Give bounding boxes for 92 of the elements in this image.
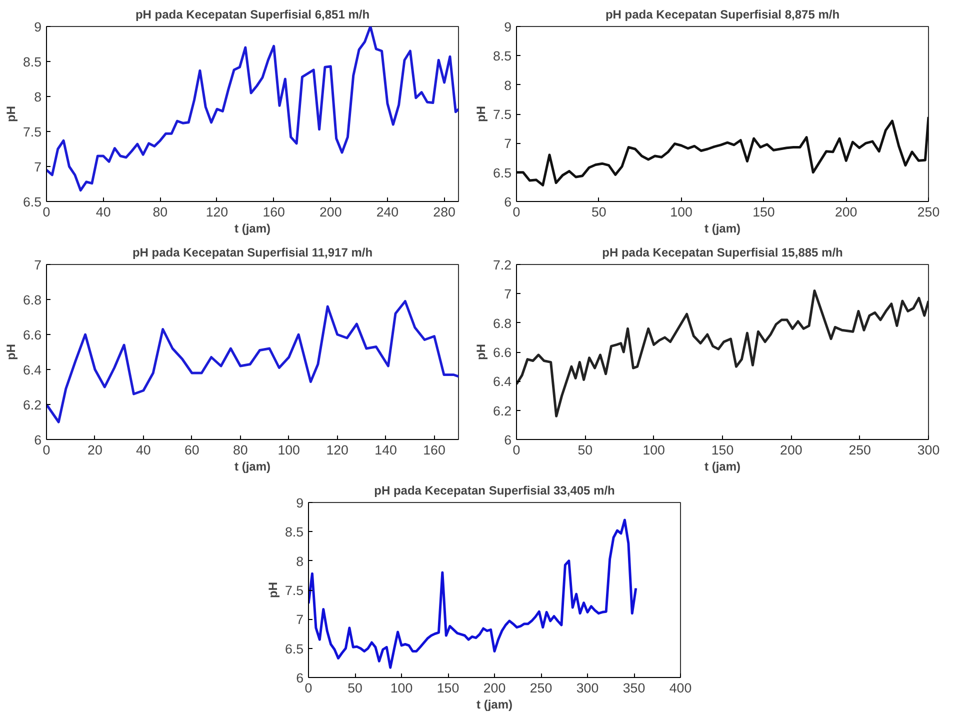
y-tick-label: 7	[34, 258, 42, 272]
line-series	[46, 300, 458, 424]
line-series	[516, 116, 928, 186]
line-series	[46, 26, 458, 192]
chart-title: pH pada Kecepatan Superfisial 6,851 m/h	[135, 8, 370, 22]
x-tick-label: 0	[512, 204, 520, 220]
x-tick-label: 50	[578, 442, 593, 458]
x-tick-label: 250	[530, 680, 552, 696]
y-tick-label: 6.4	[22, 362, 42, 378]
x-tick-label: 200	[834, 204, 858, 220]
y-tick-label: 7	[296, 612, 304, 628]
line-series	[308, 518, 638, 669]
x-tick-label: 120	[326, 442, 348, 458]
x-tick-label: 250	[848, 442, 871, 458]
x-axis-title: t (jam)	[704, 222, 741, 236]
x-tick-label: 140	[374, 442, 397, 458]
x-axis-title: t (jam)	[234, 460, 271, 474]
x-tick-label: 80	[152, 204, 168, 220]
x-tick-label: 200	[320, 204, 342, 220]
y-tick-label: 9	[34, 20, 42, 34]
y-tick-label: 9	[504, 20, 512, 34]
x-tick-label: 300	[917, 442, 940, 458]
x-tick-label: 400	[669, 680, 692, 696]
x-tick-label: 40	[136, 442, 151, 458]
y-tick-label: 7.2	[492, 258, 512, 272]
x-tick-label: 100	[390, 680, 413, 696]
y-tick-label: 6.5	[492, 165, 512, 180]
x-tick-label: 200	[780, 442, 802, 458]
x-tick-label: 300	[576, 680, 599, 696]
y-tick-label: 8	[34, 90, 42, 104]
y-tick-label: 7	[504, 286, 512, 302]
x-tick-label: 0	[304, 680, 312, 696]
y-tick-label: 7.5	[284, 583, 304, 598]
chart-title: pH pada Kecepatan Superfisial 15,885 m/h	[602, 246, 843, 260]
y-tick-label: 6	[504, 432, 512, 448]
y-tick-label: 6	[504, 194, 512, 210]
y-axis-title: pH	[4, 344, 18, 360]
x-tick-label: 150	[752, 204, 775, 220]
chart-title: pH pada Kecepatan Superfisial 33,405 m/h	[374, 484, 615, 498]
x-tick-label: 40	[96, 204, 111, 220]
y-tick-label: 6.5	[284, 641, 304, 656]
x-tick-label: 150	[436, 680, 460, 696]
x-tick-label: 80	[232, 442, 248, 458]
x-tick-label: 0	[42, 442, 50, 458]
x-tick-label: 350	[622, 680, 646, 696]
x-tick-label: 250	[917, 204, 940, 220]
x-tick-label: 50	[348, 680, 362, 696]
x-tick-label: 100	[278, 442, 300, 458]
y-tick-label: 6.6	[492, 345, 512, 360]
y-tick-label: 6	[296, 670, 304, 686]
x-tick-label: 0	[512, 442, 520, 458]
y-axis-title: pH	[266, 582, 280, 598]
y-tick-label: 7	[34, 160, 42, 174]
chart-title: pH pada Kecepatan Superfisial 8,875 m/h	[605, 8, 840, 22]
x-tick-label: 100	[642, 442, 665, 458]
x-tick-label: 240	[376, 204, 399, 220]
x-tick-label: 160	[262, 204, 285, 220]
x-tick-label: 100	[670, 204, 692, 220]
y-tick-label: 7	[504, 136, 512, 152]
y-tick-label: 8.5	[492, 48, 512, 64]
y-tick-label: 6.2	[22, 398, 42, 412]
y-tick-label: 7.5	[22, 124, 42, 140]
x-tick-label: 280	[433, 204, 456, 220]
x-axis-title: t (jam)	[234, 222, 271, 236]
y-tick-label: 6	[34, 432, 42, 448]
x-tick-label: 60	[184, 442, 200, 458]
y-axis-title: pH	[474, 106, 488, 122]
y-tick-label: 8	[504, 78, 512, 93]
x-axis-title: t (jam)	[476, 698, 513, 712]
y-tick-label: 6.8	[22, 292, 42, 308]
y-tick-label: 6.8	[492, 316, 512, 331]
y-axis-title: pH	[4, 106, 18, 122]
y-tick-label: 6.2	[492, 403, 512, 418]
line-series	[516, 290, 928, 418]
y-tick-label: 6.5	[22, 194, 42, 210]
y-tick-label: 6.6	[22, 328, 42, 342]
x-tick-label: 120	[206, 204, 228, 220]
y-tick-label: 6.4	[492, 374, 512, 390]
x-tick-label: 50	[591, 204, 606, 220]
x-tick-label: 20	[88, 442, 102, 458]
x-tick-label: 150	[711, 442, 734, 458]
x-tick-label: 160	[423, 442, 446, 458]
x-axis-title: t (jam)	[704, 460, 741, 474]
x-tick-label: 0	[42, 204, 50, 220]
y-axis-title: pH	[474, 344, 488, 360]
y-tick-label: 7.5	[492, 107, 512, 122]
y-tick-label: 8.5	[284, 524, 304, 540]
chart-title: pH pada Kecepatan Superfisial 11,917 m/h	[132, 246, 373, 260]
y-tick-label: 9	[296, 496, 304, 510]
x-tick-label: 200	[483, 680, 506, 696]
y-tick-label: 8.5	[22, 54, 42, 70]
y-tick-label: 8	[296, 554, 304, 569]
